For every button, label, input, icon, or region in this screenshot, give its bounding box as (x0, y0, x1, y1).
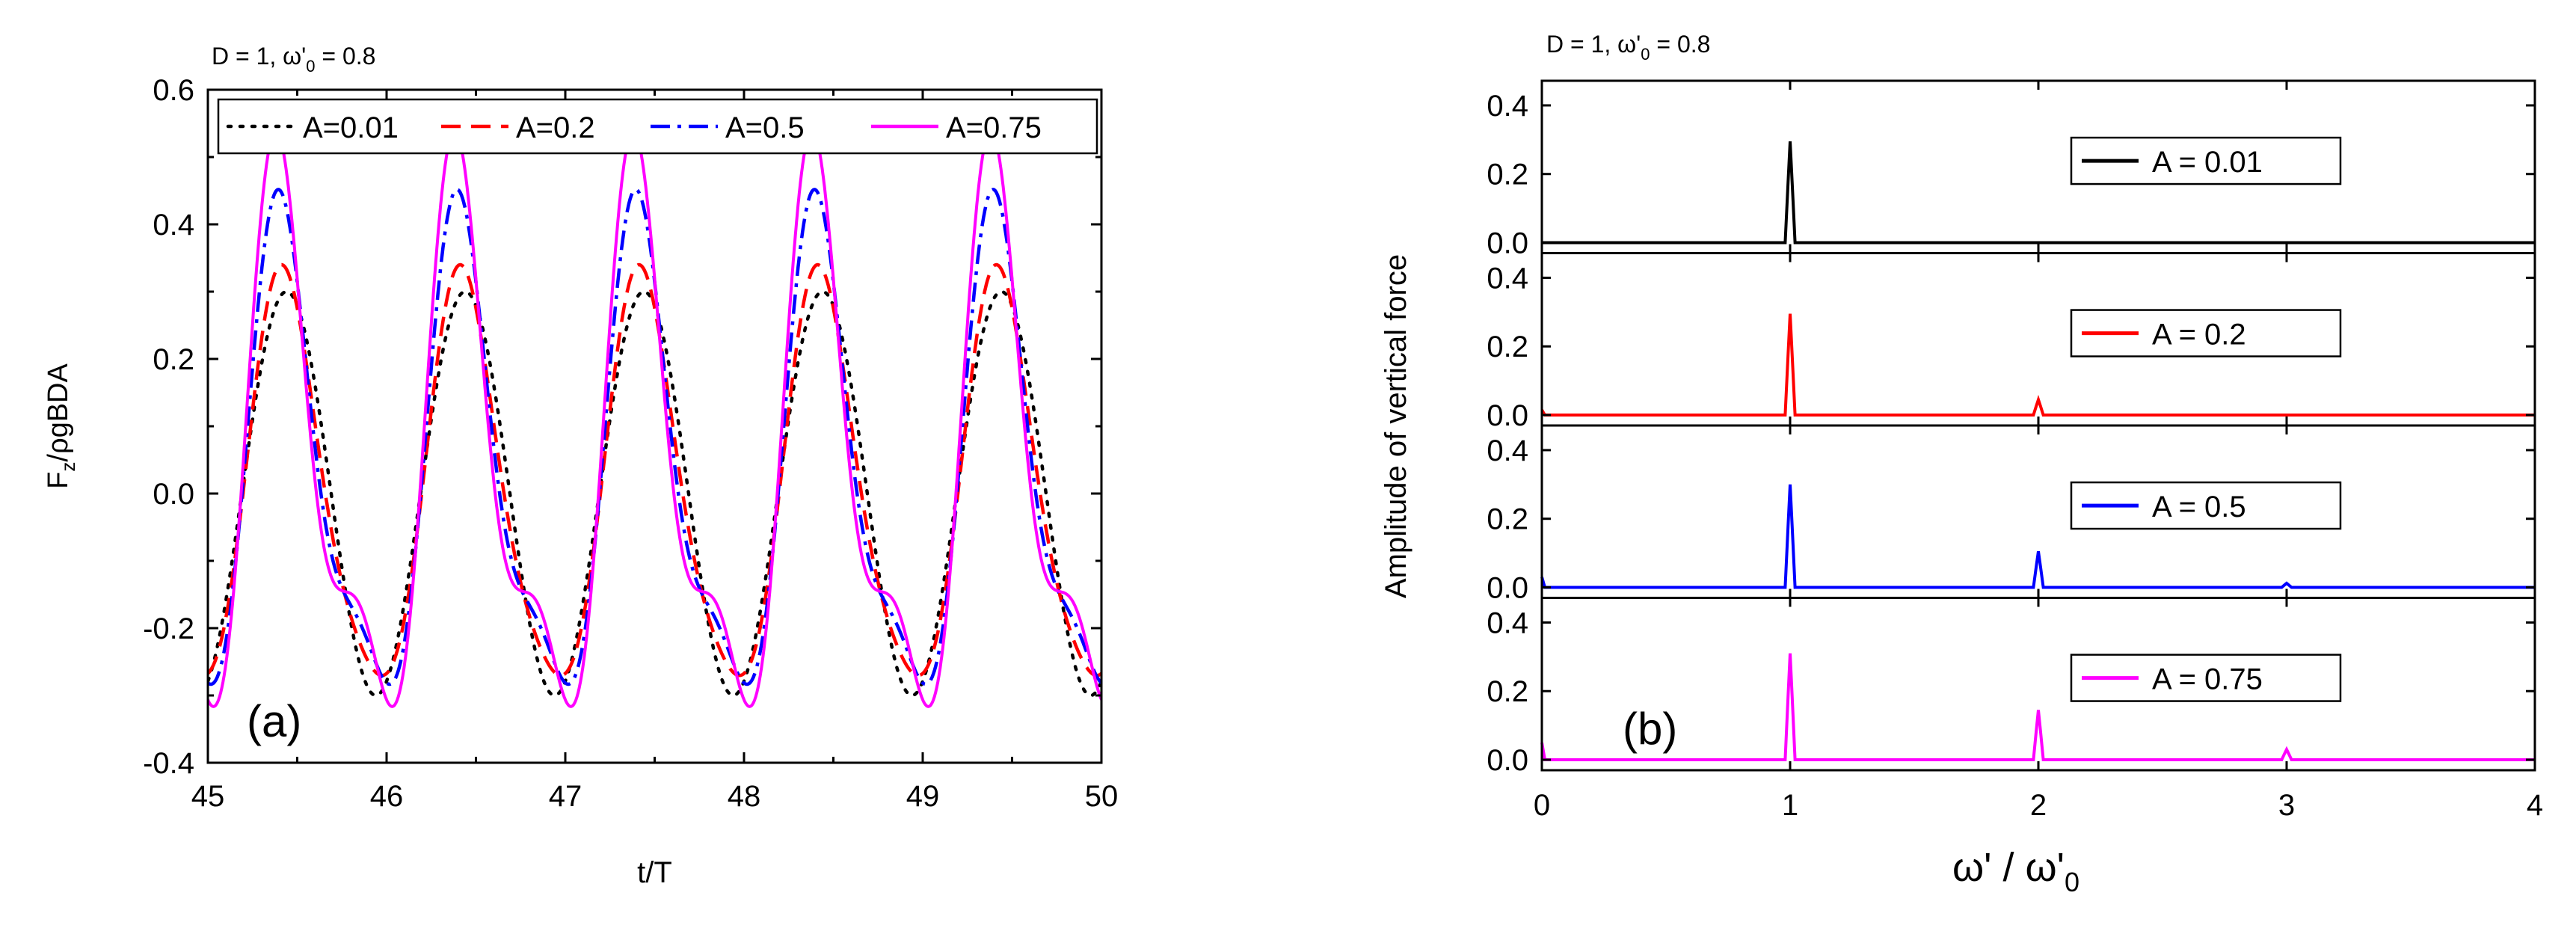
y-tick-label-a: -0.2 (143, 612, 194, 645)
x-tick-label-a: 50 (1085, 780, 1119, 813)
y-tick-label-b: 0.2 (1487, 675, 1528, 708)
legend-label-b-0: A = 0.01 (2152, 146, 2263, 179)
y-tick-label-a: 0.4 (153, 209, 194, 242)
x-tick-label-b: 4 (2527, 789, 2543, 822)
panel-label-b: (b) (1623, 704, 1677, 754)
spectrum-line-1 (1540, 313, 2535, 417)
y-tick-label-a: 0.0 (153, 478, 194, 511)
spectrum-line-0 (1542, 141, 2535, 245)
x-tick-label-a: 47 (549, 780, 582, 813)
panel-a: 45 46 47 48 49 50 -0.4 -0.2 0.0 0.2 0.4 0.6 t/T (a) A=… (143, 74, 1118, 889)
legend-label-0: A=0.01 (303, 111, 399, 144)
panel-b: 0.00.20.4A = 0.010.00.20.4A = 0.20.00.20… (1380, 79, 2543, 822)
subplot-frame-3 (1540, 597, 2536, 772)
x-tick-label-a: 49 (906, 780, 940, 813)
y-tick-label-b: 0.0 (1487, 744, 1528, 777)
x-tick-label-a: 45 (191, 780, 225, 813)
legend-box-b-1 (2070, 309, 2342, 357)
legend-label-3: A=0.75 (946, 111, 1042, 144)
legend-label-b-1: A = 0.2 (2152, 319, 2246, 351)
x-axis-label-b: ω' / ω'0 (1952, 845, 2079, 897)
series-line-1 (208, 262, 1101, 677)
y-axis-label-b: Amplitude of vertical force (1380, 254, 1413, 598)
y-tick-label-b: 0.2 (1487, 159, 1528, 191)
spectrum-line-2 (1540, 484, 2535, 589)
y-tick-label-b: 0.4 (1487, 90, 1528, 123)
subplot-frame-2 (1540, 424, 2536, 599)
y-tick-label-b: 0.4 (1487, 606, 1528, 639)
y-tick-label-b: 0.2 (1487, 331, 1528, 363)
y-tick-label-a: 0.6 (153, 74, 194, 107)
y-tick-label-b: 0.0 (1487, 227, 1528, 260)
legend-label-b-3: A = 0.75 (2152, 663, 2263, 696)
chart-title-b: D = 1, ω'0 = 0.8 (1546, 31, 1710, 64)
y-tick-label-b: 0.2 (1487, 503, 1528, 536)
subplot-1: 0.0 0.2 0.4 A = 0.2 (1487, 252, 2536, 432)
subplot-3: 0.0 0.2 0.4 A = 0.75 (1487, 597, 2536, 777)
y-tick-label-b: 0.0 (1487, 399, 1528, 432)
subplot-2: 0.0 0.2 0.4 A = 0.5 (1487, 424, 2536, 605)
y-tick-label-b: 0.0 (1487, 572, 1528, 605)
y-tick-label-a: 0.2 (153, 343, 194, 376)
panel-label-a: (a) (247, 696, 301, 746)
series-line-0 (208, 289, 1101, 698)
y-tick-label-a: -0.4 (143, 747, 194, 780)
spectrum-line-3 (1540, 653, 2535, 761)
subplot-0: 0.0 0.2 0.4 A = 0.01 (1487, 79, 2536, 260)
x-tick-label-b: 3 (2278, 789, 2295, 822)
y-tick-label-b: 0.4 (1487, 262, 1528, 295)
x-tick-label-a: 46 (370, 780, 404, 813)
x-tick-label-b: 0 (1534, 789, 1550, 822)
y-tick-label-b: 0.4 (1487, 434, 1528, 467)
subplot-frame-0 (1540, 79, 2536, 254)
x-axis-label-a: t/T (637, 856, 672, 889)
y-axis-label-a: Fz/ρgBDA (43, 363, 79, 489)
legend-label-2: A=0.5 (725, 111, 805, 144)
legend-label-1: A=0.2 (516, 111, 595, 144)
series-line-3 (208, 129, 1101, 708)
x-tick-label-b: 2 (2030, 789, 2047, 822)
legend-label-b-2: A = 0.5 (2152, 491, 2246, 523)
chart-title-a: D = 1, ω'0 = 0.8 (212, 43, 375, 76)
x-tick-label-b: 1 (1782, 789, 1798, 822)
x-tick-label-a: 48 (728, 780, 761, 813)
